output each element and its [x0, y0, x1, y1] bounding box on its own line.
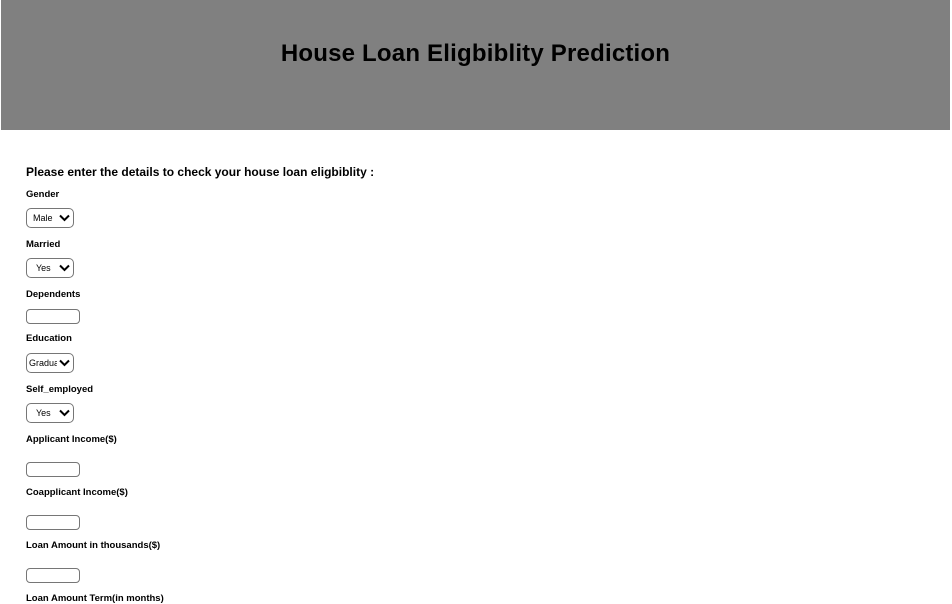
gender-select[interactable]: Male	[26, 208, 74, 228]
gender-label: Gender	[26, 189, 60, 200]
chevron-down-icon	[57, 356, 71, 370]
education-select-value: Gradua	[29, 358, 57, 368]
chevron-down-icon	[57, 261, 71, 275]
page-header: House Loan Eligbiblity Prediction	[1, 0, 950, 130]
coapplicant-income-input[interactable]	[26, 515, 80, 530]
loan-amount-input[interactable]	[26, 568, 80, 583]
self-employed-select-value: Yes	[36, 408, 51, 418]
dependents-label: Dependents	[26, 289, 81, 300]
chevron-down-icon	[57, 406, 71, 420]
loan-amount-term-label: Loan Amount Term(in months)	[26, 593, 164, 604]
loan-amount-label: Loan Amount in thousands($)	[26, 540, 161, 551]
married-label: Married	[26, 239, 61, 250]
gender-select-value: Male	[33, 213, 53, 223]
self-employed-select[interactable]: Yes	[26, 403, 74, 423]
married-select-value: Yes	[36, 263, 51, 273]
applicant-income-label: Applicant Income($)	[26, 434, 117, 445]
coapplicant-income-label: Coapplicant Income($)	[26, 487, 128, 498]
chevron-down-icon	[57, 211, 71, 225]
page-title: House Loan Eligbiblity Prediction	[280, 40, 671, 67]
form-intro: Please enter the details to check your h…	[26, 165, 375, 179]
dependents-input[interactable]	[26, 309, 80, 324]
applicant-income-input[interactable]	[26, 462, 80, 477]
self-employed-label: Self_employed	[26, 384, 94, 395]
married-select[interactable]: Yes	[26, 258, 74, 278]
education-label: Education	[26, 333, 72, 344]
education-select[interactable]: Gradua	[26, 353, 74, 373]
